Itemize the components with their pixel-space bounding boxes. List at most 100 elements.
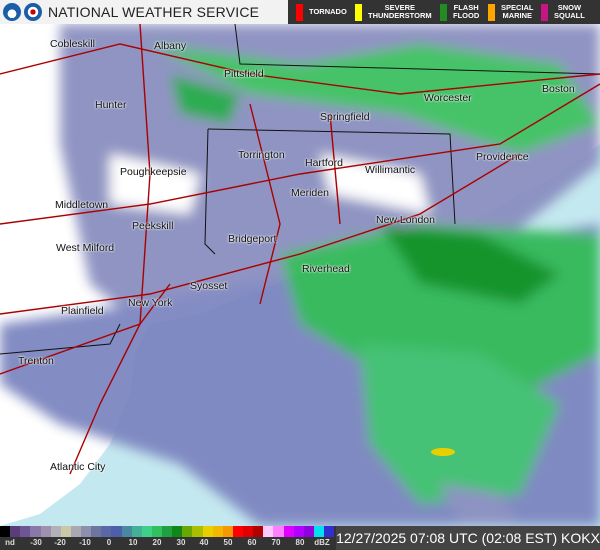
colorbar-swatch [253, 526, 264, 537]
city-label: Plainfield [61, 305, 104, 317]
colorbar-swatch [202, 526, 213, 537]
colorbar-swatch [60, 526, 71, 537]
city-label: Middletown [55, 199, 109, 211]
legend-snow-squall: SNOW SQUALL [541, 3, 585, 21]
colorbar-swatch [212, 526, 223, 537]
tornado-swatch [296, 3, 303, 21]
city-label: Pittsfield [224, 68, 264, 80]
warning-label: MARINE [502, 11, 533, 20]
colorbar-tick: dBZ [314, 538, 330, 547]
warning-label: SEVERE [384, 3, 416, 12]
colorbar-tick: 70 [271, 538, 281, 547]
city-label: Albany [154, 40, 187, 52]
city-label: Riverhead [302, 263, 350, 275]
colorbar-tick: 50 [223, 538, 233, 547]
city-label: Hunter [95, 99, 127, 111]
state-borders [0, 23, 600, 355]
city-label: Worcester [424, 92, 472, 104]
colorbar-swatch [162, 526, 173, 537]
colorbar-swatch [81, 526, 92, 537]
colorbar-swatch [283, 526, 294, 537]
nws-logo [24, 3, 42, 21]
colorbar-swatch [50, 526, 61, 537]
colorbar-swatch [70, 526, 81, 537]
squall-swatch [541, 3, 548, 21]
city-label: Poughkeepsie [120, 166, 187, 178]
warning-label: SQUALL [554, 11, 585, 20]
legend-flash-flood: FLASH FLOOD [440, 3, 479, 21]
city-label: New London [376, 214, 435, 226]
colorbar-swatch [111, 526, 122, 537]
colorbar-swatch [141, 526, 152, 537]
city-label: Bridgeport [228, 233, 277, 245]
colorbar-swatch [20, 526, 31, 537]
colorbar-swatch [303, 526, 314, 537]
city-label: Trenton [18, 355, 54, 367]
city-label: Cobleskill [50, 38, 95, 50]
city-label: Meriden [291, 187, 329, 199]
colorbar-swatch [10, 526, 21, 537]
header: NATIONAL WEATHER SERVICE TORNADO SEVERE T… [0, 0, 600, 24]
colorbar-swatch [121, 526, 132, 537]
timestamp: 12/27/2025 07:08 UTC (02:08 EST) KOKX [336, 526, 600, 550]
colorbar-tick: -20 [54, 538, 66, 547]
colorbar-swatch [293, 526, 304, 537]
colorbar-tick: 60 [247, 538, 257, 547]
warning-label: FLASH [453, 3, 479, 12]
legend-special-marine: SPECIAL MARINE [488, 3, 534, 21]
colorbar-tick: -30 [30, 538, 42, 547]
city-label: Providence [476, 151, 529, 163]
city-label: Boston [542, 83, 575, 95]
colorbar-swatch [313, 526, 324, 537]
colorbar-tick: -10 [79, 538, 91, 547]
colorbar-swatch [40, 526, 51, 537]
warning-label: FLOOD [453, 11, 480, 20]
colorbar-tick: 0 [106, 538, 112, 547]
warning-label: THUNDERSTORM [368, 11, 432, 20]
reflectivity-colorbar: nd -30 -20 -10 0 10 20 30 40 50 60 70 80 dBZ [0, 526, 336, 550]
heavy-echo [431, 448, 455, 456]
severe-swatch [355, 3, 362, 21]
warning-label: TORNADO [309, 7, 347, 16]
colorbar-swatch [263, 526, 274, 537]
colorbar-swatch [243, 526, 254, 537]
city-label: Syosset [190, 280, 228, 292]
noaa-logo [3, 3, 21, 21]
colorbar-swatch [232, 526, 243, 537]
flood-swatch [440, 3, 447, 21]
colorbar-swatch [91, 526, 102, 537]
colorbar-swatch [172, 526, 183, 537]
colorbar-strip [0, 526, 335, 537]
colorbar-swatch [30, 526, 41, 537]
colorbar-swatch [192, 526, 203, 537]
colorbar-tick: 10 [128, 538, 138, 547]
brand: NATIONAL WEATHER SERVICE [0, 0, 288, 24]
radar-map[interactable]: Cobleskill Albany Pittsfield Hunter Worc… [0, 23, 600, 526]
legend-tornado: TORNADO [296, 3, 347, 21]
city-label: Torrington [238, 149, 285, 161]
city-label: Hartford [305, 157, 343, 169]
city-label: New York [128, 297, 173, 309]
radar-layer [0, 23, 600, 526]
colorbar-swatch [101, 526, 112, 537]
colorbar-swatch [222, 526, 233, 537]
colorbar-tick: 80 [295, 538, 305, 547]
warning-label: SNOW [557, 3, 582, 12]
colorbar-swatch [273, 526, 284, 537]
colorbar-swatch [0, 526, 11, 537]
legend-severe-thunderstorm: SEVERE THUNDERSTORM [355, 3, 432, 21]
city-label: Atlantic City [50, 461, 106, 473]
colorbar-swatch [151, 526, 162, 537]
colorbar-tick: 20 [152, 538, 162, 547]
colorbar-swatch [182, 526, 193, 537]
city-label: Springfield [320, 111, 370, 123]
colorbar-tick: nd [5, 538, 15, 547]
colorbar-swatch [131, 526, 142, 537]
city-label: Peekskill [132, 220, 174, 232]
city-label: West Milford [56, 242, 115, 254]
highways [0, 23, 600, 475]
city-label: Willimantic [365, 164, 416, 176]
colorbar-tick: 40 [199, 538, 209, 547]
colorbar-swatch [324, 526, 335, 537]
site-title: NATIONAL WEATHER SERVICE [48, 4, 260, 20]
